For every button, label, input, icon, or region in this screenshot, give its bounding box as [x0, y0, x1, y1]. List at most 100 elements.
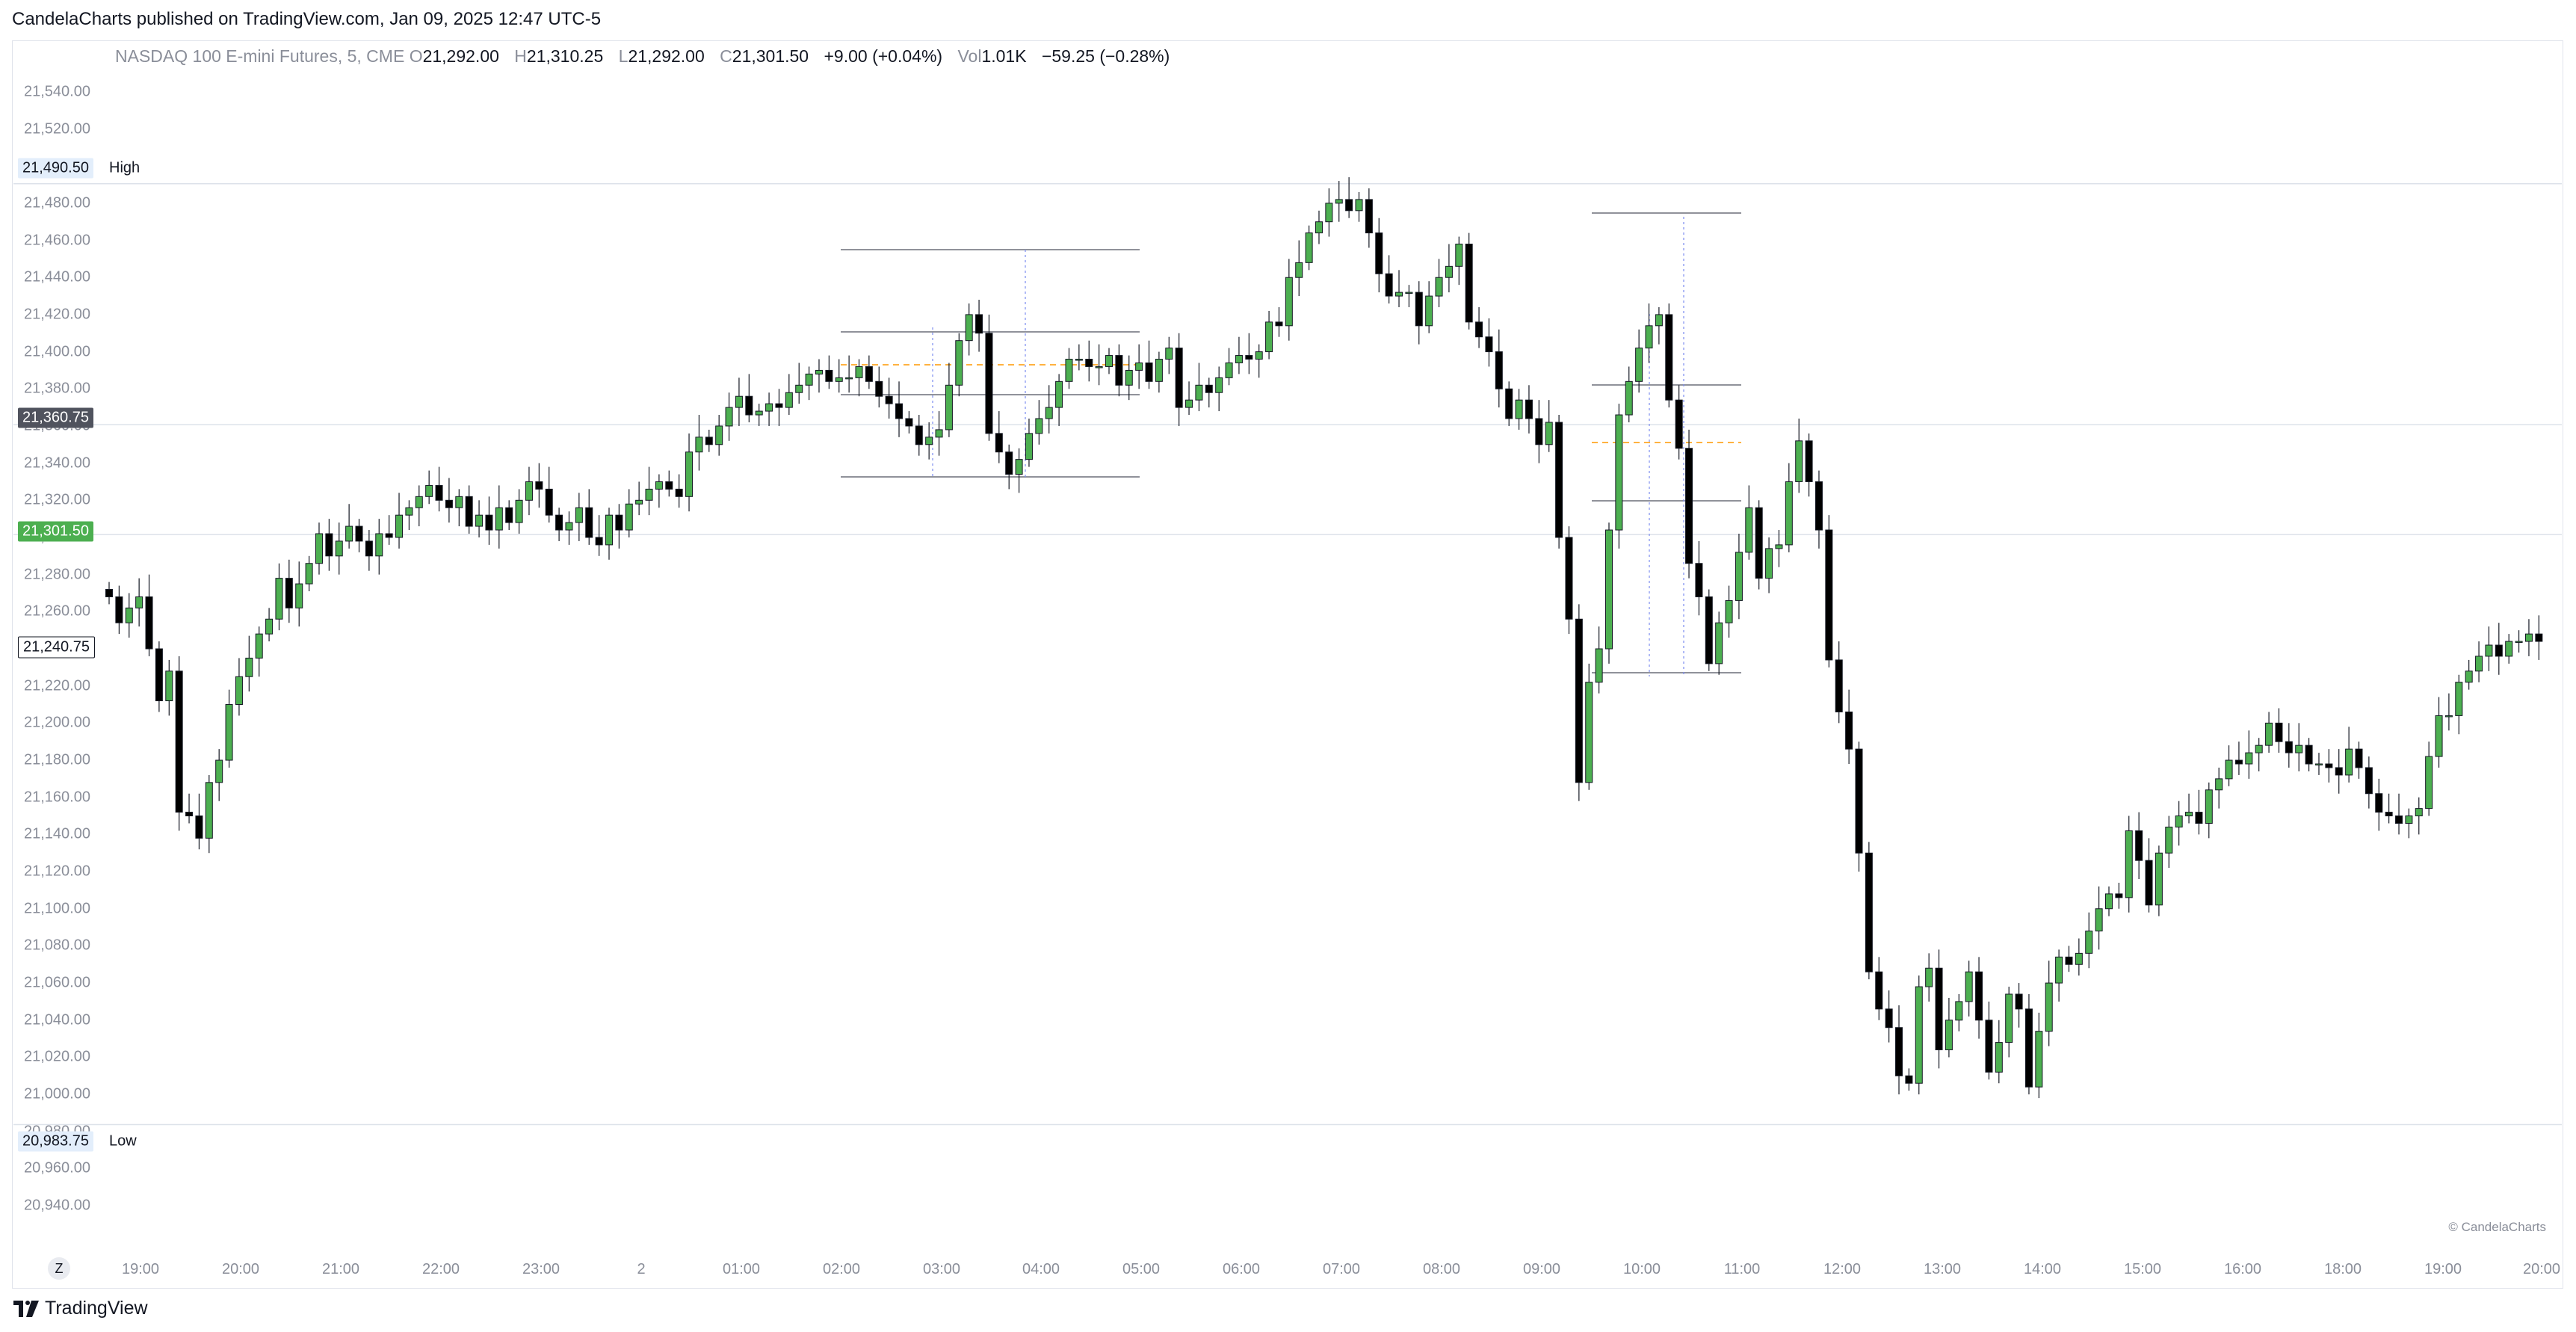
candle-body — [1695, 563, 1703, 597]
candle-body — [1865, 852, 1873, 972]
candle-body — [2535, 633, 2543, 642]
candle-body — [255, 633, 263, 659]
candle-body — [1085, 359, 1093, 367]
candle-body — [1255, 351, 1263, 360]
candle-body — [355, 525, 363, 542]
candle-body — [1275, 321, 1283, 327]
candle-body — [2035, 1031, 2043, 1088]
candle-body — [885, 395, 893, 404]
candle-body — [2245, 752, 2253, 765]
candle-body — [1665, 314, 1673, 401]
candle-body — [1435, 277, 1443, 297]
candle-body — [1655, 314, 1663, 327]
candle-body — [1235, 355, 1243, 363]
time-tick-label: 20:00 — [221, 1261, 260, 1277]
candle-body — [1825, 529, 1833, 661]
time-tick-label: 12:00 — [1823, 1261, 1862, 1277]
time-tick-label: 18:00 — [2323, 1261, 2362, 1277]
candle-body — [1295, 262, 1303, 278]
candle-body — [835, 377, 843, 382]
price-tick-label: 21,260.00 — [24, 602, 90, 620]
price-tick-label: 21,020.00 — [24, 1048, 90, 1065]
candle-body — [1105, 355, 1113, 367]
price-tick-label: 21,460.00 — [24, 232, 90, 249]
candle-body — [985, 333, 993, 434]
candle-body — [1185, 399, 1193, 408]
candle-body — [755, 410, 763, 416]
candle-body — [145, 596, 153, 650]
candle-body — [1455, 244, 1463, 267]
timezone-button[interactable]: Z — [48, 1257, 70, 1280]
candle-body — [1555, 422, 1563, 538]
candle-body — [1635, 348, 1643, 382]
candle-body — [2075, 952, 2083, 965]
candle-body — [2285, 741, 2293, 753]
price-tick-label: 21,480.00 — [24, 194, 90, 212]
candle-body — [1625, 380, 1633, 416]
candle-body — [995, 433, 1003, 453]
candle-body — [155, 648, 163, 702]
candle-body — [1645, 325, 1653, 349]
candle-body — [925, 437, 933, 445]
candle-body — [705, 437, 713, 445]
candle-body — [1385, 273, 1393, 297]
time-tick-label: 05:00 — [1122, 1261, 1161, 1277]
candle-body — [2305, 744, 2313, 765]
price-tick-label: 21,160.00 — [24, 789, 90, 806]
candle-body — [275, 578, 283, 620]
candle-body — [2495, 644, 2503, 657]
candle-body — [2415, 808, 2423, 817]
price-tick-label: 21,540.00 — [24, 83, 90, 100]
candle-body — [1905, 1075, 1913, 1084]
candle-body — [895, 403, 904, 419]
price-tick-label: 21,340.00 — [24, 454, 90, 472]
candle-body — [1205, 384, 1213, 393]
candle-body — [565, 522, 573, 531]
footer-brand-label: TradingView — [45, 1298, 148, 1319]
candle-body — [1445, 265, 1453, 278]
candle-body — [1725, 599, 1733, 623]
price-tick-label: 20,940.00 — [24, 1197, 90, 1214]
candle-body — [2135, 830, 2143, 861]
candle-body — [1755, 507, 1763, 579]
candle-body — [2475, 656, 2483, 672]
symbol-legend[interactable]: NASDAQ 100 E-mini Futures, 5, CME O21,29… — [115, 46, 1180, 67]
candle-body — [665, 481, 673, 490]
candle-body — [2005, 993, 2013, 1043]
time-tick-label: 21:00 — [321, 1261, 360, 1277]
candle-body — [195, 815, 203, 839]
candle-body — [725, 407, 733, 427]
time-tick-label: 06:00 — [1222, 1261, 1261, 1277]
open-label: O — [409, 46, 423, 66]
time-tick-label: 04:00 — [1022, 1261, 1060, 1277]
candle-body — [1135, 362, 1143, 371]
price-tick-label: 21,380.00 — [24, 380, 90, 397]
candle-body — [295, 583, 303, 608]
candle-body — [2024, 1008, 2033, 1088]
candle-body — [265, 618, 274, 635]
close-label: C — [720, 46, 732, 66]
candle-body — [2295, 744, 2303, 753]
candle-body — [1095, 366, 1103, 369]
candle-body — [945, 384, 953, 431]
candle-body — [2325, 763, 2333, 768]
candle-body — [305, 563, 313, 585]
candle-body — [595, 537, 603, 546]
footer-brand[interactable]: TradingView — [13, 1298, 148, 1319]
candle-body — [2314, 763, 2323, 765]
candle-body — [215, 759, 223, 783]
tradingview-logo-icon — [13, 1300, 39, 1317]
candle-body — [2165, 826, 2173, 854]
candle-body — [1125, 369, 1133, 386]
candle-body — [865, 366, 873, 382]
candle-body — [1995, 1042, 2003, 1073]
candle-body — [775, 403, 783, 408]
candle-body — [1895, 1027, 1903, 1076]
high-name-tag: High — [109, 159, 140, 176]
candle-body — [685, 451, 694, 497]
candle-body — [1015, 459, 1023, 475]
candle-body — [1814, 481, 1823, 531]
candle-body — [2215, 778, 2223, 791]
candle-body — [2405, 815, 2413, 824]
